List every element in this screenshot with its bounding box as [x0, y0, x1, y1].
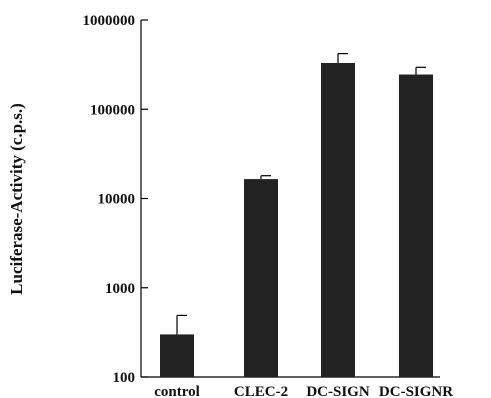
bar [160, 334, 194, 377]
bar [321, 62, 355, 378]
x-tick-label: DC-SIGN [306, 384, 370, 398]
y-tick-label: 100 [113, 370, 136, 386]
bar [399, 74, 433, 377]
x-tick-label: CLEC-2 [234, 384, 288, 398]
y-axis: 100 1000 10000 100000 1000000 [83, 13, 148, 386]
x-tick-label: control [154, 384, 200, 398]
y-tick-label: 10000 [98, 192, 136, 208]
y-tick-label: 100000 [90, 102, 135, 118]
x-tick-labels: control CLEC-2 DC-SIGN DC-SIGNR [154, 384, 453, 398]
y-tick-label: 1000 [105, 281, 135, 297]
bar [244, 179, 278, 377]
bars [160, 53, 433, 378]
x-tick-label: DC-SIGNR [379, 384, 453, 398]
y-axis-title: Luciferase-Activity (c.p.s.) [7, 103, 26, 295]
y-tick-label: 1000000 [83, 13, 136, 29]
